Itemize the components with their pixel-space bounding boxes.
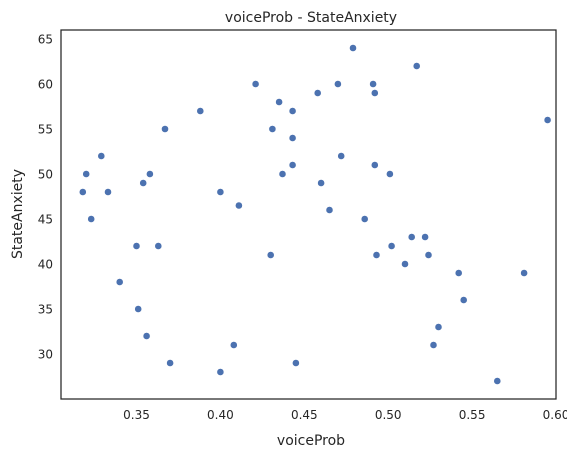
data-point — [372, 251, 381, 259]
data-point — [142, 332, 151, 340]
y-tick-label: 65 — [38, 33, 53, 47]
x-axis-label: voiceProb — [277, 433, 345, 449]
data-point — [216, 188, 225, 196]
data-point — [337, 152, 346, 160]
data-point — [429, 341, 438, 349]
data-point — [234, 201, 243, 210]
data-point — [454, 269, 463, 277]
data-point — [87, 215, 96, 223]
data-point — [493, 377, 502, 385]
data-point — [166, 359, 174, 367]
data-point — [360, 215, 369, 223]
x-tick-label: 0.50 — [375, 408, 402, 422]
chart-title: voiceProb - StateAnxiety — [225, 10, 397, 26]
x-tick-label: 0.40 — [207, 408, 234, 422]
data-point — [370, 161, 379, 169]
data-point — [434, 323, 443, 331]
plot-area-frame — [60, 29, 557, 400]
data-point — [387, 242, 396, 250]
y-tick-label: 30 — [38, 348, 53, 362]
data-point — [333, 80, 342, 88]
data-point — [313, 89, 322, 97]
data-point — [543, 116, 552, 124]
data-point — [154, 242, 163, 250]
data-point — [229, 341, 238, 349]
data-point — [385, 170, 394, 178]
x-tick-label: 0.55 — [459, 408, 486, 422]
y-tick-label: 60 — [38, 78, 53, 92]
data-point — [134, 305, 143, 313]
data-point — [520, 269, 528, 277]
x-tick-label: 0.45 — [291, 408, 318, 422]
data-point — [370, 89, 379, 97]
data-point — [97, 152, 106, 160]
points-layer — [78, 44, 552, 385]
data-point — [349, 44, 357, 52]
data-point — [161, 125, 169, 133]
data-point — [424, 251, 433, 259]
data-point — [115, 278, 124, 286]
data-point — [401, 260, 409, 268]
data-point — [82, 170, 91, 178]
data-point — [104, 188, 112, 196]
y-tick-label: 35 — [38, 303, 53, 317]
data-point — [421, 233, 429, 241]
data-point — [459, 296, 468, 304]
y-tick-label: 55 — [38, 123, 53, 137]
data-point — [412, 62, 421, 70]
data-point — [278, 170, 287, 178]
x-tick-label: 0.35 — [123, 408, 150, 422]
data-point — [325, 206, 334, 214]
y-tick-label: 40 — [38, 258, 53, 272]
data-point — [251, 80, 260, 88]
data-point — [291, 359, 300, 367]
data-point — [268, 125, 277, 133]
data-point — [288, 134, 297, 142]
data-point — [78, 188, 87, 196]
x-axis-ticks: 0.35 0.40 0.45 0.50 0.55 0.60 — [123, 408, 567, 422]
data-point — [196, 107, 205, 115]
data-point — [132, 242, 141, 250]
data-point — [317, 179, 325, 187]
data-point — [369, 80, 377, 88]
x-tick-label: 0.60 — [543, 408, 567, 422]
y-axis-ticks: 30 35 40 45 50 55 60 65 — [38, 33, 53, 362]
y-tick-label: 45 — [38, 213, 53, 227]
y-axis-label: StateAnxiety — [10, 169, 26, 259]
data-point — [288, 107, 297, 115]
data-point — [139, 179, 148, 187]
data-point — [266, 251, 275, 259]
data-point — [275, 98, 283, 106]
data-point — [145, 170, 154, 178]
data-point — [216, 368, 225, 376]
data-point — [288, 161, 297, 169]
data-point — [407, 233, 416, 241]
y-tick-label: 50 — [38, 168, 53, 182]
